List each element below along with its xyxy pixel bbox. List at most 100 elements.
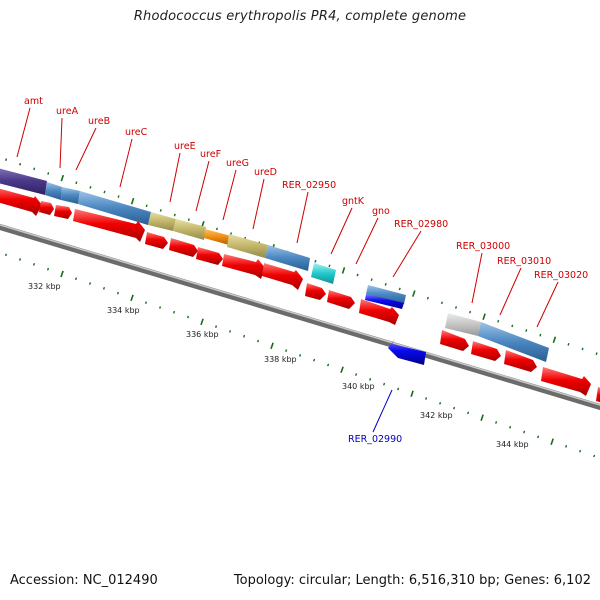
minor-tick [215, 227, 218, 231]
minor-tick [229, 330, 232, 333]
scale-label: 340 kbp [342, 382, 375, 391]
minor-tick [313, 358, 316, 362]
cds-arrow[interactable] [359, 299, 399, 325]
gene-label[interactable]: RER_03000 [456, 241, 510, 252]
cds-arrow[interactable] [471, 341, 501, 361]
minor-tick [144, 301, 148, 305]
scale-label: 336 kbp [186, 330, 219, 339]
callout-line [392, 230, 422, 278]
cds-arrow[interactable] [145, 232, 168, 249]
feature-band [0, 166, 549, 362]
minor-tick [509, 425, 512, 429]
scale-label: 344 kbp [496, 440, 529, 449]
cds-arrow[interactable] [305, 283, 326, 300]
gene-label[interactable]: ureA [56, 106, 79, 117]
minor-tick [88, 282, 92, 285]
minor-tick [117, 195, 120, 198]
major-tick [482, 313, 486, 320]
feature-gntK[interactable] [311, 263, 336, 284]
gene-label[interactable]: ureE [174, 141, 196, 152]
feature-ureE[interactable] [148, 212, 176, 231]
major-tick [412, 290, 416, 297]
minor-tick [355, 373, 358, 376]
minor-tick [5, 158, 8, 162]
feature-gno[interactable] [366, 285, 406, 304]
major-tick [480, 414, 484, 421]
callout-line [75, 127, 97, 171]
gene-label-RER_02990[interactable]: RER_02990 [348, 434, 402, 445]
major-tick [550, 438, 554, 445]
gene-label-callouts: amt ureA ureB ureC ureE ureF ureG ureD RER_02950… [16, 96, 588, 328]
major-tick [60, 174, 65, 182]
minor-tick [230, 232, 233, 235]
cds-arrow-reverse-RER_02990[interactable] [388, 339, 426, 365]
gene-label[interactable]: gno [372, 206, 390, 217]
callout-line [330, 207, 353, 255]
cds-arrow[interactable] [39, 201, 54, 215]
cds-arrow[interactable] [440, 330, 469, 351]
minor-tick [102, 286, 106, 290]
cds-arrow[interactable] [73, 209, 145, 242]
cds-arrow[interactable] [222, 254, 265, 279]
minor-tick [567, 342, 570, 346]
gene-label[interactable]: RER_03020 [534, 270, 588, 281]
callout-line [471, 252, 483, 304]
gene-label[interactable]: ureC [125, 127, 148, 138]
feature-RER_03010[interactable] [478, 322, 549, 362]
feature-amt[interactable] [0, 166, 47, 195]
gene-label[interactable]: RER_02950 [282, 180, 336, 191]
scale-labels: 332 kbp 334 kbp 336 kbp 338 kbp 340 kbp 342 k… [28, 282, 529, 449]
callout-line [169, 152, 181, 203]
cds-arrow[interactable] [596, 387, 600, 405]
major-tick [130, 294, 134, 302]
callout-line [536, 281, 559, 328]
minor-tick [426, 296, 429, 300]
minor-tick [257, 339, 260, 343]
gene-label[interactable]: ureG [226, 158, 249, 169]
feature-ureC[interactable] [78, 191, 151, 225]
callout-line [119, 138, 133, 188]
major-tick [130, 197, 135, 205]
feature-ureD[interactable] [265, 245, 310, 271]
feature-RER_03000[interactable] [445, 313, 481, 336]
minor-tick [314, 259, 317, 263]
scale-label: 334 kbp [107, 306, 140, 315]
feature-ureG[interactable] [227, 234, 268, 258]
minor-tick [467, 411, 470, 415]
cds-arrow[interactable] [169, 238, 198, 257]
gene-label[interactable]: gntK [342, 196, 365, 207]
cds-arrow[interactable] [0, 186, 42, 216]
minor-tick [187, 218, 190, 222]
feature-ureA[interactable] [45, 182, 62, 200]
callout-line [59, 117, 63, 169]
gene-label[interactable]: amt [24, 96, 43, 107]
major-tick [200, 318, 204, 326]
cds-arrow[interactable] [327, 290, 355, 309]
genome-backbone [0, 223, 600, 411]
minor-tick [453, 406, 456, 410]
minor-tick [103, 190, 106, 194]
gene-label[interactable]: ureB [88, 116, 110, 127]
feature-ureF-core[interactable] [204, 229, 231, 245]
gene-label[interactable]: ureF [200, 149, 221, 160]
cds-arrow[interactable] [262, 263, 303, 290]
cds-arrow[interactable] [54, 205, 72, 219]
gene-label[interactable]: RER_02980 [394, 219, 448, 230]
gene-label[interactable]: RER_03010 [497, 256, 551, 267]
minor-tick [579, 449, 582, 453]
minor-tick [370, 278, 373, 282]
feature-ureB[interactable] [61, 187, 80, 204]
feature-ureF[interactable] [173, 219, 206, 240]
cds-arrow[interactable] [504, 350, 537, 372]
minor-tick [327, 363, 330, 367]
cds-arrow[interactable] [196, 247, 223, 265]
inner-tick-ring [4, 253, 596, 458]
callout-line [252, 178, 265, 230]
feature-gno-reverse[interactable] [365, 294, 404, 309]
gene-label[interactable]: ureD [254, 167, 277, 178]
minor-tick [145, 204, 148, 208]
cds-arrow[interactable] [541, 367, 591, 396]
minor-tick [497, 319, 500, 323]
